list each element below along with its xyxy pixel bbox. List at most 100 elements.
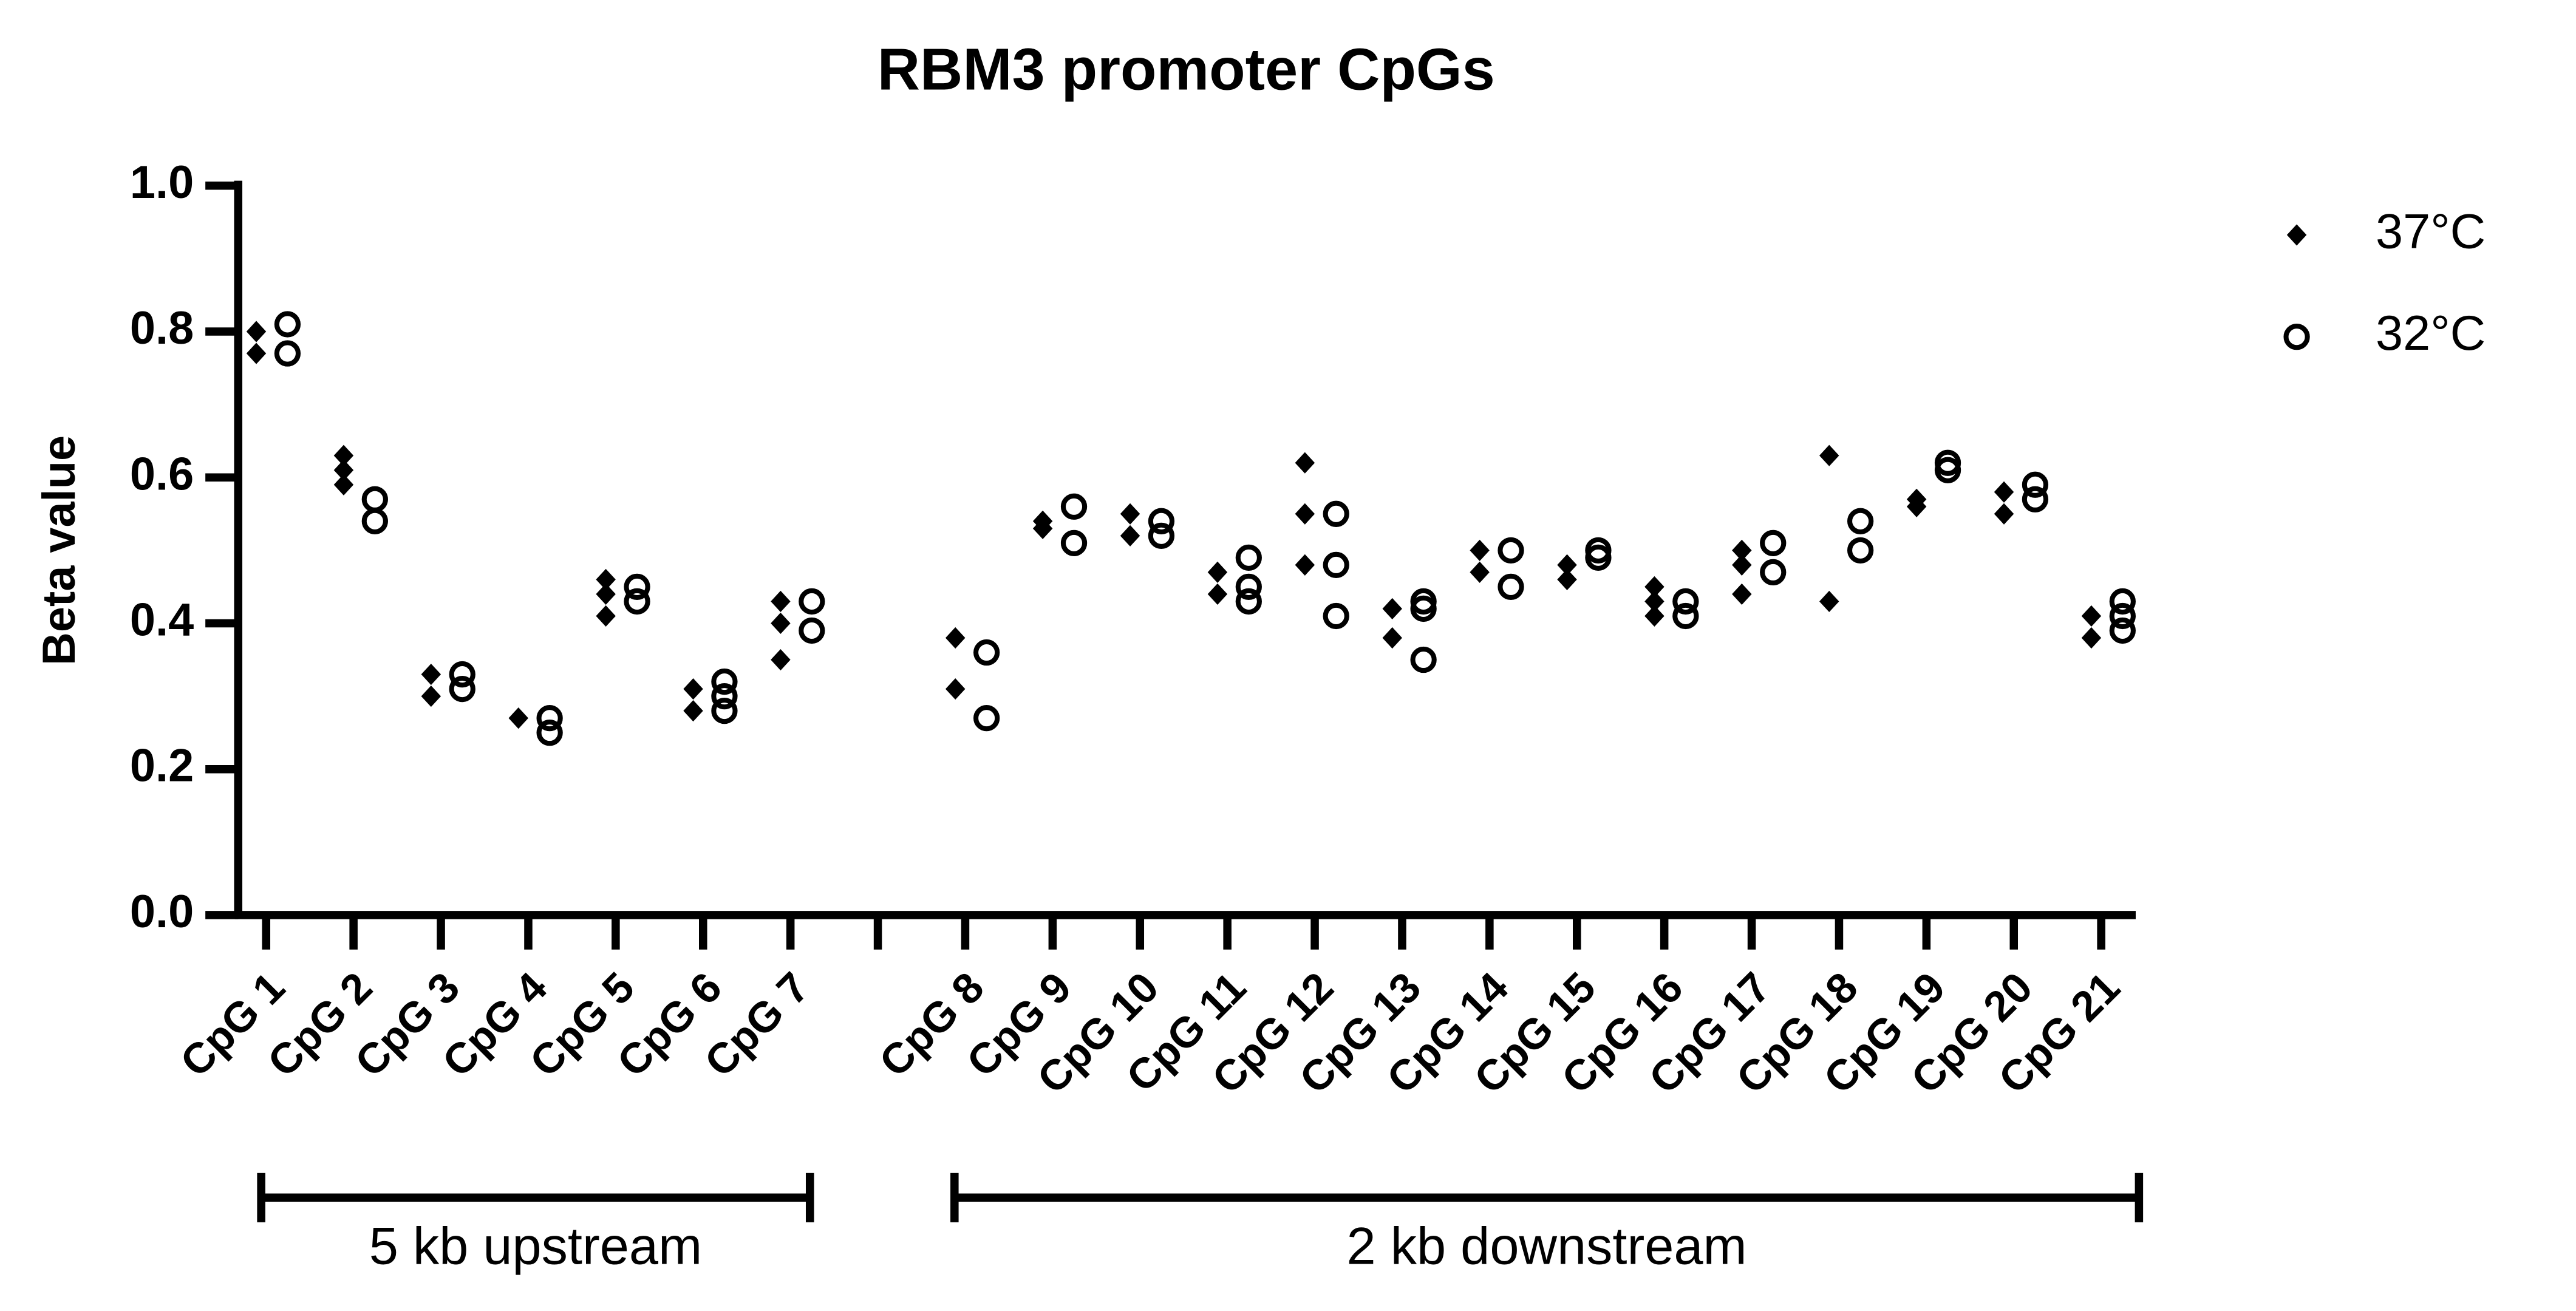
data-point bbox=[945, 678, 966, 700]
data-point bbox=[449, 661, 475, 688]
data-point bbox=[973, 704, 1000, 732]
data-point bbox=[711, 683, 738, 710]
data-point bbox=[1382, 598, 1402, 620]
data-point bbox=[1934, 457, 1961, 483]
data-point bbox=[536, 704, 563, 732]
data-point bbox=[799, 617, 825, 644]
data-point bbox=[246, 321, 267, 342]
chart-title: RBM3 promoter CpGs bbox=[877, 36, 1495, 103]
data-point bbox=[1644, 576, 1665, 598]
y-tick-label: 0.0 bbox=[130, 886, 194, 938]
data-point bbox=[1760, 559, 1787, 586]
data-point bbox=[596, 583, 616, 605]
data-point bbox=[1295, 452, 1315, 474]
data-point bbox=[1060, 493, 1088, 520]
y-tick-label: 1.0 bbox=[130, 157, 194, 208]
data-point bbox=[1410, 646, 1437, 673]
data-point bbox=[421, 686, 441, 707]
data-point bbox=[1819, 444, 1839, 466]
data-point bbox=[1498, 537, 1524, 564]
data-point bbox=[624, 588, 650, 615]
data-point bbox=[1644, 605, 1665, 627]
data-point bbox=[1906, 495, 1927, 517]
data-point bbox=[1120, 503, 1140, 525]
data-point bbox=[333, 459, 354, 481]
y-tick-label: 0.6 bbox=[130, 448, 194, 500]
data-point bbox=[683, 700, 703, 722]
legend-marker bbox=[2286, 224, 2307, 246]
y-axis-title: Beta value bbox=[33, 435, 85, 666]
data-point bbox=[1557, 568, 1577, 590]
data-point bbox=[1498, 573, 1524, 601]
data-point bbox=[711, 668, 738, 695]
data-point bbox=[1847, 508, 1874, 534]
y-tick-label: 0.8 bbox=[130, 302, 194, 354]
legend-marker bbox=[2283, 324, 2310, 350]
y-tick-label: 0.2 bbox=[130, 740, 194, 792]
data-point bbox=[945, 627, 966, 649]
data-point bbox=[449, 675, 475, 703]
legend-label: 37°C bbox=[2376, 204, 2486, 259]
data-point bbox=[274, 311, 301, 338]
data-point bbox=[2109, 602, 2136, 630]
annotation: 5 kb upstream bbox=[369, 1217, 703, 1276]
data-point bbox=[771, 590, 791, 613]
data-point bbox=[1732, 554, 1752, 576]
data-point bbox=[2109, 588, 2136, 615]
data-point bbox=[361, 486, 388, 512]
data-point bbox=[596, 568, 616, 590]
data-point bbox=[973, 639, 1000, 666]
data-point bbox=[1323, 500, 1349, 527]
data-point bbox=[799, 588, 825, 615]
data-point bbox=[1060, 530, 1088, 556]
data-point bbox=[1235, 588, 1262, 615]
data-point bbox=[1760, 530, 1787, 556]
data-point bbox=[1032, 517, 1053, 539]
data-point bbox=[2109, 617, 2136, 644]
legend-label: 32°C bbox=[2376, 306, 2486, 361]
annotation: 2 kb downstream bbox=[1347, 1217, 1747, 1276]
y-tick-label: 0.4 bbox=[130, 594, 194, 645]
data-point bbox=[361, 508, 388, 534]
data-point bbox=[1470, 561, 1490, 583]
data-point bbox=[1672, 602, 1699, 630]
data-point bbox=[1470, 539, 1490, 561]
data-point bbox=[1819, 590, 1839, 613]
data-point bbox=[1557, 554, 1577, 576]
data-point bbox=[2022, 471, 2049, 498]
data-point bbox=[1295, 554, 1315, 576]
data-point bbox=[711, 697, 738, 724]
data-point bbox=[2081, 627, 2102, 649]
data-point bbox=[536, 720, 563, 746]
data-point bbox=[1120, 525, 1140, 547]
data-point bbox=[1410, 595, 1437, 622]
data-point bbox=[1847, 537, 1874, 564]
data-point bbox=[1295, 503, 1315, 525]
data-point bbox=[1644, 590, 1665, 613]
data-point bbox=[1235, 573, 1262, 601]
data-point bbox=[1994, 503, 2014, 525]
data-point bbox=[1672, 588, 1699, 615]
data-point bbox=[1207, 583, 1228, 605]
data-point bbox=[1323, 551, 1349, 579]
data-point bbox=[508, 707, 528, 729]
data-point bbox=[274, 340, 301, 367]
data-point bbox=[1585, 544, 1612, 571]
data-point bbox=[1382, 627, 1402, 649]
data-point bbox=[333, 474, 354, 495]
data-point bbox=[1207, 561, 1228, 583]
data-point bbox=[421, 663, 441, 686]
data-point bbox=[624, 573, 650, 601]
data-point bbox=[1732, 583, 1752, 605]
data-point bbox=[683, 678, 703, 700]
data-point bbox=[1994, 481, 2014, 503]
data-point bbox=[771, 612, 791, 635]
data-point bbox=[771, 649, 791, 671]
data-point bbox=[1323, 602, 1349, 630]
data-point bbox=[333, 444, 354, 466]
data-point bbox=[596, 605, 616, 627]
data-point bbox=[246, 342, 267, 364]
data-point bbox=[1148, 522, 1175, 549]
